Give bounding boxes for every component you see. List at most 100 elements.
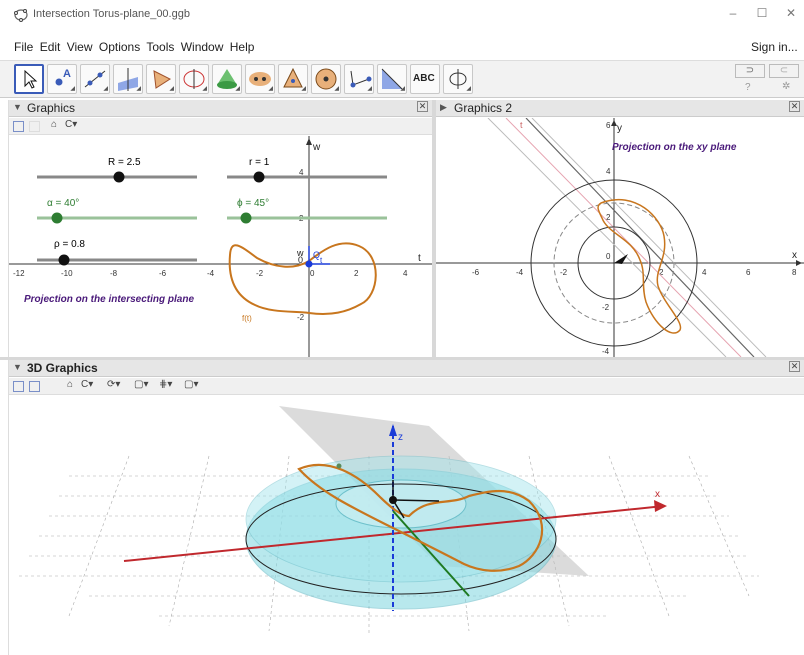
slider-label: α = 40° [47, 198, 79, 209]
tick-label: -4 [516, 268, 524, 277]
tick-label: 8 [792, 268, 797, 277]
tick-label: 0 [310, 269, 315, 278]
caption-intersecting-plane: Projection on the intersecting plane [24, 294, 194, 305]
axes-dropdown-icon[interactable]: C▾ [65, 119, 78, 130]
graphics-title: Graphics [27, 101, 76, 115]
tick-label: -8 [110, 269, 118, 278]
sign-in-link[interactable]: Sign in... [751, 40, 798, 54]
expand-triangle-icon[interactable]: ▶ [440, 102, 447, 112]
point-tool[interactable]: A ◢ [47, 64, 77, 94]
f-t-curve[interactable] [228, 242, 377, 315]
close-graphics3d-icon[interactable]: ✕ [789, 361, 800, 372]
redo-button[interactable]: ⊂ [769, 64, 799, 78]
view-dropdown-icon[interactable]: ▢▾ [184, 379, 199, 390]
collapse-triangle-icon[interactable]: ▼ [13, 362, 22, 372]
menu-options[interactable]: Options [98, 40, 141, 54]
menu-help[interactable]: Help [229, 40, 255, 54]
tick-label: -2 [256, 269, 264, 278]
left-gutter [0, 100, 9, 655]
toggle-view-icon[interactable] [13, 121, 24, 132]
angle-tool[interactable]: ◢ [344, 64, 374, 94]
tick-label: -2 [602, 303, 610, 312]
axis-x3d-label: x [655, 489, 660, 500]
tick-label: 4 [299, 168, 304, 177]
polygon-tool[interactable]: ◢ [146, 64, 176, 94]
line-t [505, 118, 742, 357]
menu-bar: File Edit View Options Tools Window Help… [0, 36, 804, 58]
close-graphics2-icon[interactable]: ✕ [789, 101, 800, 112]
w-marker-label: w [296, 248, 304, 258]
text-tool-label: ABC [413, 73, 435, 84]
panel-divider[interactable] [432, 100, 436, 357]
toolbar: A ◢ ◢ ◢ ◢ ◢ ◢ ◢ ◢ ◢ ◢ ◢ ABC ◢ ⊃ ⊂ ? ✲ [0, 60, 804, 98]
graphics-canvas[interactable]: w t 0 w -12 -10 -8 -6 -4 -2 0 2 4 4 2 -2… [9, 136, 432, 357]
tick-label: 6 [746, 268, 751, 277]
line-tool[interactable]: ◢ [80, 64, 110, 94]
move-tool[interactable] [14, 64, 44, 94]
line-t-label: t [520, 120, 523, 130]
minimize-button[interactable]: – [729, 6, 737, 20]
svg-text:A: A [63, 68, 71, 80]
home-icon[interactable]: ⌂ [67, 379, 74, 390]
perpendicular-tool[interactable]: ◢ [113, 64, 143, 94]
curve-label: f(t) [242, 314, 252, 323]
slider-alpha[interactable]: α = 40° [37, 198, 197, 224]
home-icon[interactable]: ⌂ [51, 119, 58, 130]
torus-equator [245, 483, 557, 595]
clip-dropdown-icon[interactable]: ▢▾ [134, 379, 149, 390]
tick-label: 4 [702, 268, 707, 277]
axis-x-label: x [792, 250, 797, 261]
graphics3d-style-bar: ⌂ C▾ ⟳▾ ▢▾ ⋕▾ ▢▾ [9, 378, 804, 395]
toggle-view2-icon[interactable] [29, 381, 40, 392]
reflect-tool[interactable]: ◢ [245, 64, 275, 94]
tick-label: -2 [297, 313, 305, 322]
projection-dropdown-icon[interactable]: ⋕▾ [159, 379, 173, 390]
graphics2-panel-header: ▶ Graphics 2 ✕ [436, 100, 804, 117]
collapse-triangle-icon[interactable]: ▼ [13, 102, 22, 112]
toggle-view-icon[interactable] [13, 381, 24, 392]
slider-r-small[interactable]: r = 1 [227, 157, 387, 183]
tick-label: -12 [13, 269, 25, 278]
text-tool[interactable]: ABC [410, 64, 440, 94]
menu-view[interactable]: View [66, 40, 93, 54]
tick-label: -10 [61, 269, 73, 278]
tick-label: -4 [207, 269, 215, 278]
tick-label: 4 [606, 167, 611, 176]
menu-edit[interactable]: Edit [39, 40, 61, 54]
axes-dropdown-icon[interactable]: C▾ [81, 379, 94, 390]
circle-tool[interactable]: ◢ [179, 64, 209, 94]
menu-tools[interactable]: Tools [146, 40, 175, 54]
graphics3d-canvas[interactable]: x z [9, 396, 804, 655]
undo-button[interactable]: ⊃ [735, 64, 765, 78]
window-title: Intersection Torus-plane_00.ggb [33, 8, 190, 20]
title-bar: Intersection Torus-plane_00.ggb – ☐ ✕ [0, 0, 804, 30]
slider-phi[interactable]: ϕ = 45° [227, 198, 387, 224]
tick-label: -6 [159, 269, 167, 278]
rotate-view-tool[interactable]: ◢ [443, 64, 473, 94]
sphere-tool[interactable]: ◢ [311, 64, 341, 94]
slider-rho[interactable]: ρ = 0.8 [37, 239, 197, 266]
tick-label: 0 [606, 252, 611, 261]
horizontal-divider[interactable] [0, 357, 804, 360]
graphics2-canvas[interactable]: x y -6 -4 -2 0 2 4 6 8 6 4 2 -2 -4 t Pro… [436, 118, 804, 357]
grid-icon[interactable] [29, 121, 40, 132]
close-graphics-icon[interactable]: ✕ [417, 101, 428, 112]
origin-label: 0 [298, 255, 303, 265]
slider-r-big[interactable]: R = 2.5 [37, 157, 197, 183]
close-window-button[interactable]: ✕ [785, 6, 797, 20]
rotate-dropdown-icon[interactable]: ⟳▾ [107, 379, 121, 390]
slider-label: r = 1 [249, 157, 270, 168]
intersection-curve-3d [297, 463, 544, 572]
help-icon[interactable]: ? [745, 82, 751, 93]
maximize-button[interactable]: ☐ [756, 6, 768, 20]
geogebra-logo-icon [14, 9, 28, 22]
menu-window[interactable]: Window [180, 40, 224, 54]
pyramid-tool[interactable]: ◢ [278, 64, 308, 94]
cone-tool[interactable]: ◢ [212, 64, 242, 94]
menu-file[interactable]: File [14, 40, 34, 54]
transform-tool[interactable]: ◢ [377, 64, 407, 94]
caption-xy-plane: Projection on the xy plane [612, 142, 737, 153]
tick-label: -4 [602, 347, 610, 356]
settings-gear-icon[interactable]: ✲ [782, 81, 791, 92]
inner-circle [577, 226, 651, 300]
